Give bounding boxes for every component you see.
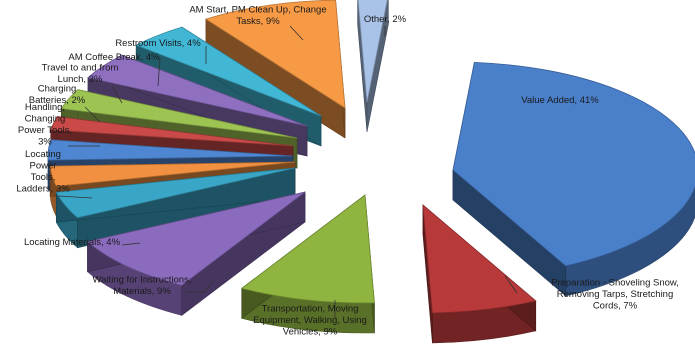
leader-line-preparation-shoveling-snow bbox=[504, 275, 518, 294]
slice-label-line: Tasks, 9% bbox=[236, 16, 280, 27]
slice-label-line: Restroom Visits, 4% bbox=[115, 38, 201, 49]
slice-top-locating-materials-4 bbox=[55, 167, 296, 219]
leader-line-locating bbox=[57, 195, 93, 199]
slice-label-restroom-visits-4: Restroom Visits, 4% bbox=[115, 38, 201, 49]
slice-top-am-start-pm-clean-up-change bbox=[204, 0, 346, 109]
slice-label-line: Handling, bbox=[25, 102, 65, 113]
slice-top-other-2 bbox=[357, 0, 388, 103]
slice-label-line: Batteries, 2% bbox=[29, 95, 86, 106]
slice-label-locating-materials-4: Locating Materials, 4% bbox=[24, 237, 121, 248]
slice-label-line: Other, 2% bbox=[364, 14, 407, 25]
slice-label-waiting-for-instructions: Waiting for Instructions, Materials, 9% bbox=[93, 274, 192, 297]
slice-top-waiting-for-instructions bbox=[86, 191, 306, 286]
slice-label-line: Vehicles, 9% bbox=[283, 327, 338, 338]
slice-top-handling bbox=[47, 139, 294, 161]
slice-label-handling: Handling, Changing Power Tools, 3% bbox=[18, 102, 72, 148]
leader-line-locating-materials-4 bbox=[121, 242, 141, 246]
slice-label-line: Changing bbox=[25, 113, 66, 124]
slice-label-line: Charging bbox=[38, 83, 77, 94]
slice-label-value-added-41: Value Added, 41% bbox=[521, 95, 599, 106]
slice-label-other-2: Other, 2% bbox=[364, 14, 407, 25]
slice-label-line: AM Coffee Break, 4% bbox=[68, 52, 160, 63]
slice-label-line: Power bbox=[30, 160, 57, 171]
leader-line-charging bbox=[84, 106, 101, 123]
slice-label-line: Power Tools, bbox=[18, 125, 72, 136]
slice-top-preparation-shoveling-snow bbox=[422, 204, 537, 314]
slice-value-added-41 bbox=[452, 61, 695, 297]
slice-label-preparation-shoveling-snow: Preparation - Shoveling Snow, Removing Ta… bbox=[551, 278, 679, 312]
slice-label-line: Locating bbox=[25, 149, 61, 160]
slice-top-restroom-visits-4 bbox=[135, 26, 322, 117]
leader-line-waiting-for-instructions bbox=[186, 281, 213, 293]
leader-line-travel-to-and-from bbox=[111, 85, 123, 104]
slice-label-line: Value Added, 41% bbox=[521, 95, 599, 106]
slice-top-locating bbox=[49, 161, 296, 187]
slice-top-charging bbox=[50, 116, 294, 147]
slice-label-travel-to-and-from: Travel to and from Lunch, 3% bbox=[42, 62, 119, 85]
slice-label-line: AM Start, PM Clean Up, Change bbox=[189, 4, 326, 15]
slice-top-am-coffee-break-4 bbox=[87, 54, 308, 127]
slice-label-line: Travel to and from bbox=[42, 62, 119, 73]
slice-label-line: 3% bbox=[38, 136, 52, 147]
slice-label-line: Materials, 9% bbox=[113, 286, 171, 297]
slice-label-line: Preparation - Shoveling Snow, bbox=[551, 278, 679, 289]
slice-top-transportation-moving bbox=[240, 194, 375, 304]
slice-am-start-pm-clean-up-change bbox=[204, 0, 346, 139]
slice-locating-materials-4 bbox=[55, 167, 296, 249]
slice-transportation-moving bbox=[240, 194, 375, 334]
slice-label-line: Ladders, 3% bbox=[16, 183, 70, 194]
slice-label-transportation-moving: Transportation, Moving Equipment, Walking… bbox=[253, 304, 367, 338]
slice-label-line: Removing Tarps, Stretching bbox=[557, 289, 674, 300]
slice-waiting-for-instructions bbox=[86, 191, 306, 316]
slice-label-line: Cords, 7% bbox=[593, 301, 638, 312]
slice-label-line: Transportation, Moving bbox=[262, 304, 359, 315]
slice-other-2 bbox=[357, 0, 389, 133]
slice-preparation-shoveling-snow bbox=[422, 204, 537, 344]
slice-label-line: Locating Materials, 4% bbox=[24, 237, 121, 248]
slice-label-locating: Locating Power Tools, Ladders, 3% bbox=[16, 149, 70, 195]
leader-line-am-coffee-break-4 bbox=[157, 57, 161, 87]
slice-top-travel-to-and-from bbox=[60, 89, 298, 139]
slice-label-am-coffee-break-4: AM Coffee Break, 4% bbox=[68, 52, 160, 63]
slice-top-value-added-41 bbox=[452, 61, 695, 267]
slice-label-line: Lunch, 3% bbox=[58, 74, 103, 85]
leader-line-am-start-pm-clean-up-change bbox=[289, 25, 304, 41]
slice-label-am-start-pm-clean-up-change: AM Start, PM Clean Up, Change Tasks, 9% bbox=[189, 4, 326, 27]
slice-label-line: Waiting for Instructions, bbox=[93, 274, 192, 285]
slice-label-charging: Charging Batteries, 2% bbox=[29, 83, 86, 106]
slice-label-line: Tools, bbox=[31, 172, 56, 183]
slice-label-line: Equipment, Walking, Using bbox=[253, 315, 367, 326]
